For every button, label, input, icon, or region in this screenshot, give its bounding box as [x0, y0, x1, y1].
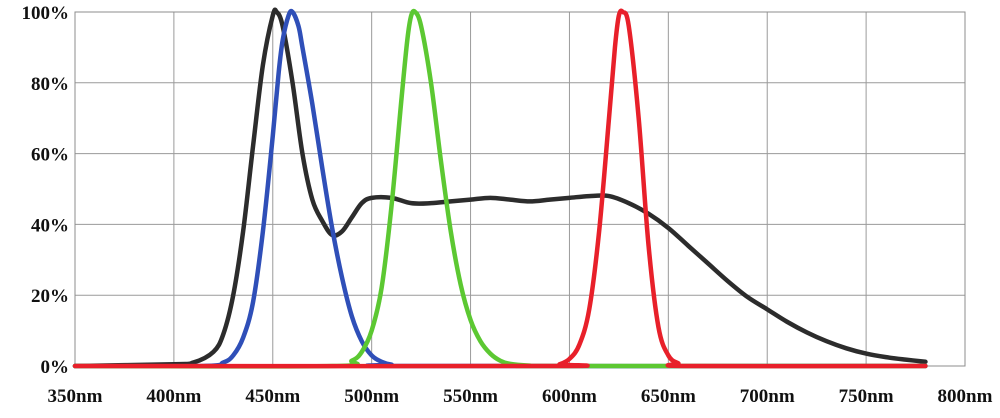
- y-tick-label: 80%: [31, 74, 69, 95]
- x-tick-label: 400nm: [146, 386, 201, 407]
- x-tick-label: 350nm: [48, 386, 103, 407]
- x-tick-label: 450nm: [245, 386, 300, 407]
- x-tick-label: 650nm: [641, 386, 696, 407]
- x-tick-label: 550nm: [443, 386, 498, 407]
- x-tick-label: 500nm: [344, 386, 399, 407]
- x-tick-label: 600nm: [542, 386, 597, 407]
- y-tick-label: 0%: [41, 357, 70, 378]
- y-axis-tick-labels: 0% 20% 40% 60% 80% 100%: [22, 3, 70, 378]
- series-line-0: [72, 7, 928, 369]
- x-tick-label: 800nm: [938, 386, 993, 407]
- series-line-3: [72, 8, 928, 369]
- series-line-2: [72, 8, 928, 369]
- x-axis-tick-labels: 350nm 400nm 450nm 500nm 550nm 600nm 650nm 700nm…: [48, 386, 993, 407]
- x-tick-label: 700nm: [740, 386, 795, 407]
- y-tick-label: 100%: [22, 3, 70, 24]
- y-tick-label: 20%: [31, 286, 69, 307]
- plot-area-frame: [74, 11, 966, 367]
- x-tick-label: 750nm: [839, 386, 894, 407]
- grid: [74, 11, 966, 367]
- series-line-1: [72, 8, 928, 369]
- y-tick-label: 40%: [31, 215, 69, 236]
- series-group: [72, 7, 928, 369]
- y-tick-label: 60%: [31, 145, 69, 166]
